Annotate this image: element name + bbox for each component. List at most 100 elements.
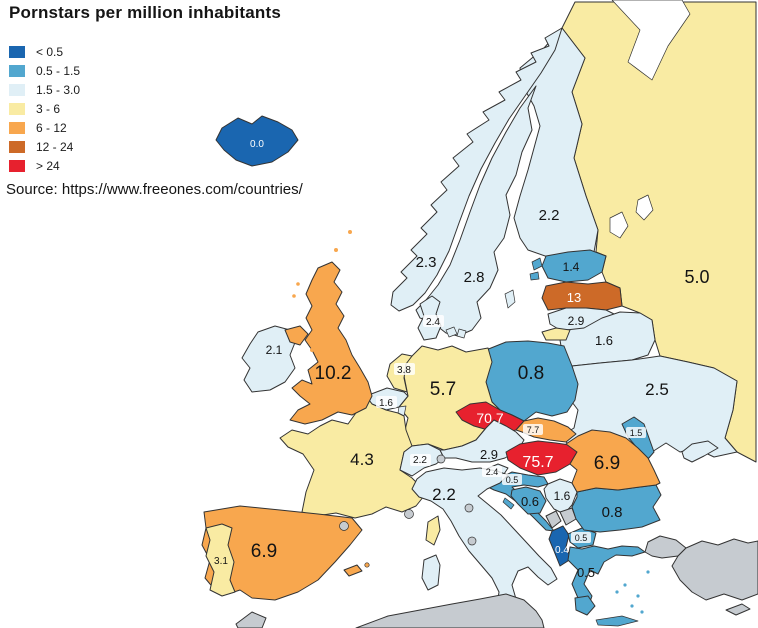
country-france xyxy=(279,395,425,519)
morocco-tip xyxy=(235,611,267,628)
island-gotland xyxy=(504,289,516,309)
legend-swatch xyxy=(9,83,25,96)
label-spain: 6.9 xyxy=(251,541,277,562)
label-croatia: 0.5 xyxy=(506,475,519,485)
label-switzerland: 2.2 xyxy=(413,455,427,466)
label-sweden: 2.8 xyxy=(464,269,485,286)
estonia-islands xyxy=(529,257,543,281)
country-portugal xyxy=(205,523,236,597)
label-germany: 5.7 xyxy=(430,379,456,400)
legend-swatch xyxy=(9,45,25,58)
label-france: 4.3 xyxy=(350,450,374,469)
legend-label: 1.5 - 3.0 xyxy=(36,82,81,97)
legend-row: 6 - 12 xyxy=(9,118,80,137)
crimea xyxy=(681,440,719,463)
label-bulgaria: 0.8 xyxy=(602,504,623,521)
legend-row: 12 - 24 xyxy=(9,137,80,156)
label-austria: 2.9 xyxy=(480,447,498,462)
label-finland: 2.2 xyxy=(539,207,560,224)
island-cyprus xyxy=(725,603,751,616)
label-slovakia: 7.7 xyxy=(527,425,540,435)
island-corsica xyxy=(425,515,441,546)
legend-label: < 0.5 xyxy=(36,44,64,59)
legend-row: > 24 xyxy=(9,156,80,175)
uk-islands xyxy=(292,230,352,352)
kaliningrad xyxy=(541,327,571,341)
legend-label: 3 - 6 xyxy=(36,101,61,116)
balearic-islands xyxy=(343,564,363,577)
label-ukraine: 2.5 xyxy=(645,380,669,399)
value-labels: 0.0 2.3 2.8 2.2 5.0 1.4 13 2.9 1.6 2.5 1… xyxy=(214,139,709,580)
lake-onega xyxy=(635,194,654,221)
legend-label: 0.5 - 1.5 xyxy=(36,63,81,78)
denmark-islands xyxy=(445,326,467,339)
legend-row: < 0.5 xyxy=(9,42,80,61)
label-estonia: 1.4 xyxy=(563,260,580,274)
legend-swatch xyxy=(9,159,25,172)
label-belgium: 1.6 xyxy=(379,398,393,409)
label-italy: 2.2 xyxy=(432,485,456,504)
label-slovenia: 2.4 xyxy=(486,467,499,477)
label-serbia: 1.6 xyxy=(554,489,571,503)
label-denmark: 2.4 xyxy=(426,317,440,328)
label-moldova: 1.5 xyxy=(630,428,643,438)
label-ireland: 2.1 xyxy=(266,343,283,357)
label-iceland: 0.0 xyxy=(250,139,264,150)
island-sardinia xyxy=(421,554,441,591)
legend-row: 1.5 - 3.0 xyxy=(9,80,80,99)
north-africa-coast xyxy=(355,593,545,628)
label-lithuania: 2.9 xyxy=(568,314,585,328)
label-norway: 2.3 xyxy=(416,254,437,271)
label-albania: 0.4 xyxy=(555,545,569,556)
peloponnese xyxy=(574,595,596,616)
label-boxes xyxy=(376,315,646,543)
country-estonia xyxy=(541,249,607,283)
microstate-san-marino xyxy=(464,503,474,513)
microstate-liechtenstein xyxy=(436,454,446,464)
legend-label: 6 - 12 xyxy=(36,120,67,135)
microstate-vatican xyxy=(467,536,477,546)
label-poland: 0.8 xyxy=(518,363,544,384)
source-note: Source: https://www.freeones.com/countri… xyxy=(6,181,303,198)
label-north-macedonia: 0.5 xyxy=(575,533,588,543)
country-norway xyxy=(390,27,563,312)
legend-swatch xyxy=(9,140,25,153)
country-montenegro xyxy=(545,510,562,529)
country-romania xyxy=(565,429,661,493)
legend: < 0.5 0.5 - 1.5 1.5 - 3.0 3 - 6 6 - 12 1… xyxy=(9,42,80,175)
country-latvia xyxy=(541,281,623,311)
aegean-islands xyxy=(615,570,650,614)
island-crete xyxy=(595,615,639,627)
legend-row: 3 - 6 xyxy=(9,99,80,118)
white-sea xyxy=(611,0,691,81)
label-romania: 6.9 xyxy=(594,453,620,474)
label-portugal: 3.1 xyxy=(214,556,228,567)
label-czechia: 70.7 xyxy=(476,410,503,426)
page-title: Pornstars per million inhabitants xyxy=(9,3,282,22)
lake-ladoga xyxy=(609,211,629,239)
label-latvia: 13 xyxy=(567,290,581,305)
label-belarus: 1.6 xyxy=(595,333,613,348)
croatia-islands xyxy=(502,497,515,510)
legend-swatch xyxy=(9,121,25,134)
legend-swatch xyxy=(9,64,25,77)
northern-ireland xyxy=(284,325,309,346)
country-iceland xyxy=(215,115,299,167)
label-greece: 0.5 xyxy=(577,565,595,580)
legend-label: 12 - 24 xyxy=(36,139,74,154)
microstate-andorra xyxy=(339,521,349,531)
label-hungary: 75.7 xyxy=(522,454,553,471)
country-uk xyxy=(289,261,373,425)
turkey-anatolia xyxy=(671,538,758,601)
country-bosnia xyxy=(510,486,547,515)
microstate-monaco xyxy=(404,509,414,519)
label-bosnia: 0.6 xyxy=(521,494,539,509)
label-uk: 10.2 xyxy=(315,363,352,384)
balearic-island-minorca xyxy=(364,562,370,568)
legend-row: 0.5 - 1.5 xyxy=(9,61,80,80)
legend-swatch xyxy=(9,102,25,115)
country-greece xyxy=(567,545,646,609)
label-russia: 5.0 xyxy=(684,267,709,287)
